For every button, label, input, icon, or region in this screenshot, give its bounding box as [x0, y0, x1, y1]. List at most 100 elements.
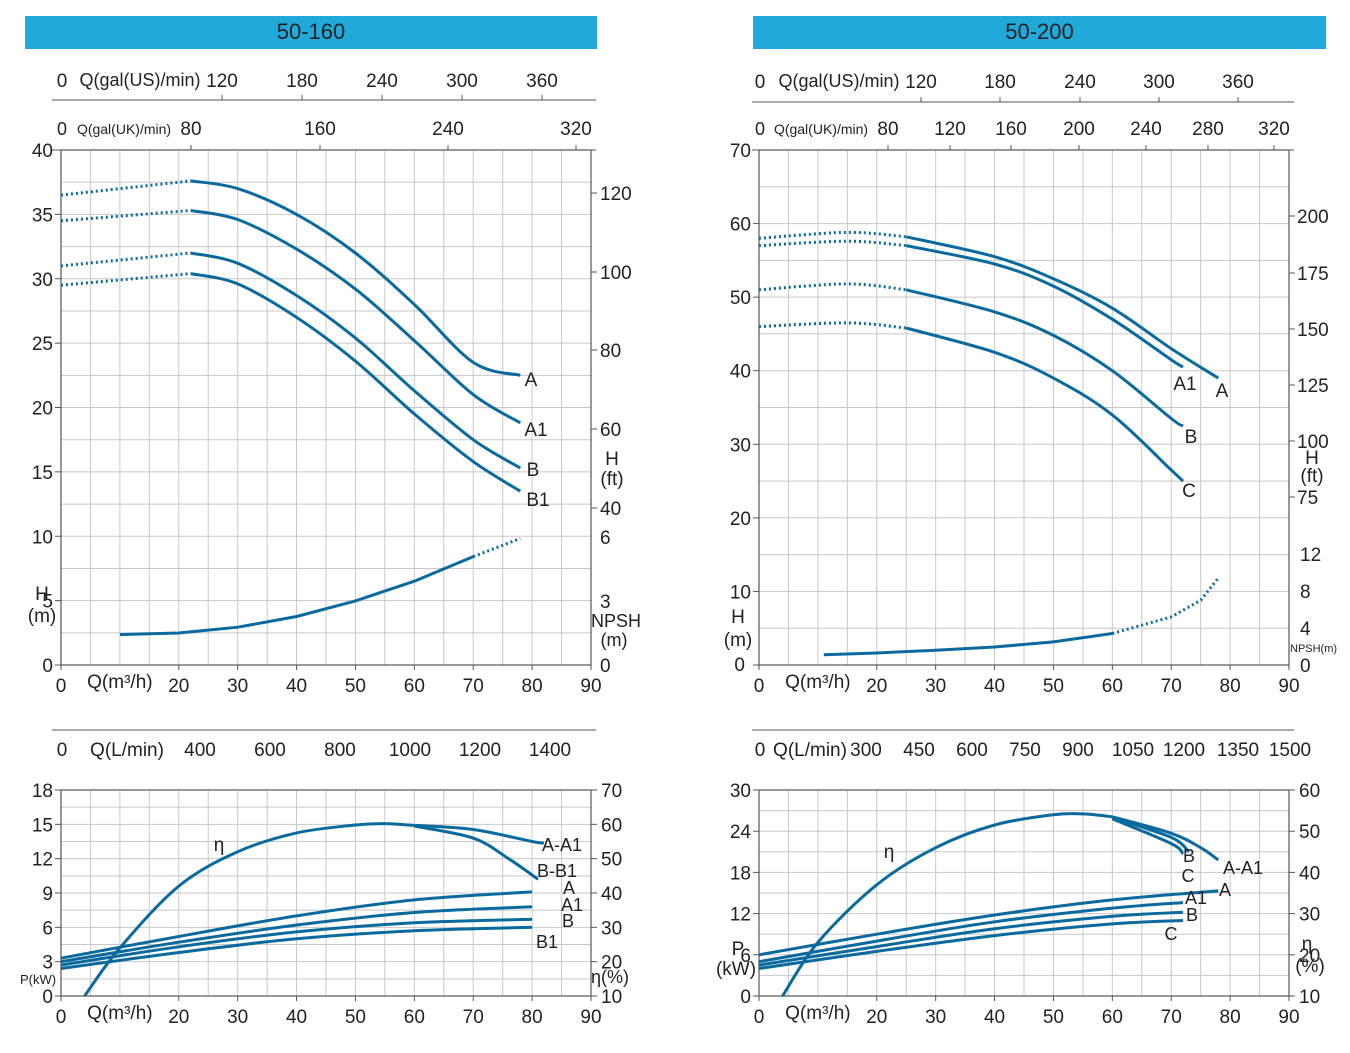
curve-dotted-segment [758, 321, 907, 330]
top-axis-tick: 0 [755, 119, 765, 139]
x-tick-label: 80 [522, 676, 543, 697]
curve-solid-segment [190, 209, 522, 425]
x-tick-label: 20 [168, 676, 189, 697]
top-axis-tick: 360 [1222, 72, 1254, 93]
y-left-axis: 0 6 12 18 24 30 P(kW) [716, 781, 759, 1008]
curve-dotted-segment [758, 239, 907, 248]
efficiency-curve-line [1111, 815, 1220, 862]
top-axis-tick: 1050 [1112, 740, 1154, 761]
y-tick-label: 18 [32, 781, 53, 802]
curve-label: A [1219, 880, 1231, 900]
y-tick-label: 18 [730, 863, 751, 884]
top-axis-tick: 240 [1130, 119, 1162, 140]
top-axis-tick: 0 [755, 72, 766, 93]
x-tick-label: 70 [1161, 1007, 1182, 1028]
y-tick-label: 20 [32, 399, 53, 420]
power-curve-line [60, 890, 533, 960]
top-axis-tick: 300 [850, 740, 882, 761]
y-right-tick-label: 40 [600, 499, 621, 520]
curve-solid-segment [905, 235, 1220, 380]
x-tick-label: 70 [463, 1007, 484, 1028]
y-right-tick-label: 40 [601, 884, 622, 905]
top-axis-tick: 280 [1192, 119, 1224, 140]
x-axis-ticks: 0 20 30 40 50 60 70 80 90 Q(m³/h) [754, 665, 1300, 697]
top-axis-tick: 0 [755, 740, 766, 761]
y-right-tick-label: 100 [1297, 432, 1329, 453]
power-curve-B: B [758, 905, 1198, 967]
curve-dotted-segment [758, 282, 907, 292]
top-axis-tick: 120 [934, 119, 966, 140]
top-axis-label: Q(gal(UK)/min) [77, 121, 171, 137]
power-curve-line [758, 889, 1219, 957]
y-right-tick-label: 80 [600, 341, 621, 362]
curve-solid-segment [905, 326, 1185, 483]
x-tick-label: 80 [522, 1007, 543, 1028]
power-curve-A: A [758, 880, 1231, 957]
x-tick-label: 60 [404, 676, 425, 697]
curve-label: B [1185, 427, 1198, 448]
y-right-tick-label: 10 [601, 987, 622, 1008]
y-tick-label: 10 [730, 582, 751, 603]
curve-label: A [525, 370, 538, 391]
y-left-axis-label: (m) [28, 606, 56, 627]
x-tick-label: 40 [984, 1007, 1005, 1028]
plot-grid [60, 149, 592, 666]
y-tick-label: 0 [740, 987, 751, 1008]
top-axis-tick: 1350 [1217, 740, 1259, 761]
efficiency-curve-line [83, 822, 415, 997]
x-tick-label: 0 [754, 676, 765, 697]
curve-label: η [884, 842, 895, 863]
curve-dotted-segment [60, 209, 191, 223]
x-tick-label: 50 [1043, 1007, 1064, 1028]
top-axis-tick: 200 [1063, 119, 1095, 140]
top-axis-tick: 1200 [1163, 740, 1205, 761]
top-axis-label: Q(gal(US)/min) [778, 71, 899, 91]
y-tick-label: 30 [730, 435, 751, 456]
y-left-axis: 0 3 6 9 12 15 18 P(kW) [20, 781, 61, 1008]
npsh-curve [119, 537, 521, 637]
top-axis-tick: 180 [286, 71, 318, 92]
top-axis-tick: 240 [366, 71, 398, 92]
efficiency-curve-eta: η [781, 812, 1113, 997]
y-left-axis-label: P(kW) [20, 972, 56, 987]
head-curve-A: A [60, 179, 538, 391]
x-tick-label: 0 [56, 676, 67, 697]
curve-label: C [1182, 481, 1196, 502]
y-right-tick-label: 60 [1299, 781, 1320, 802]
power-curve-line [758, 919, 1184, 970]
plot-grid [758, 149, 1290, 666]
y-left-axis: 10 20 30 40 50 60 70 0 H(m) [724, 141, 759, 676]
npsh-curve-segment [119, 555, 474, 637]
y-tick-label: 6 [740, 946, 751, 967]
npsh-tick-label: 0 [1300, 656, 1311, 677]
x-tick-label: 40 [286, 676, 307, 697]
top-axis-tick: 750 [1009, 740, 1041, 761]
x-tick-label: 50 [1043, 676, 1064, 697]
efficiency-curve-line [413, 824, 539, 881]
top-axis-tick: 240 [432, 119, 464, 140]
y-left-axis-label: H [35, 584, 49, 605]
efficiency-curve-C: C [1111, 817, 1195, 886]
top-axis-tick: 0 [57, 740, 68, 761]
curve-solid-segment [190, 179, 521, 377]
y-tick-label: 24 [730, 822, 752, 843]
top-axis-tick: 0 [57, 71, 68, 92]
top-axis-label: Q(gal(UK)/min) [774, 121, 868, 137]
y-tick-label: 15 [32, 815, 53, 836]
top-axis-label: Q(gal(US)/min) [79, 70, 200, 90]
y-right-tick-label: 125 [1297, 376, 1329, 397]
efficiency-curve-B: B [1111, 816, 1195, 866]
y-right-axis-label: η [1302, 934, 1313, 955]
curve-dotted-segment [60, 272, 191, 287]
npsh-curve-segment [1111, 577, 1220, 635]
top-axis-tick: 1400 [529, 740, 571, 761]
top-axis-tick: 80 [877, 119, 898, 140]
x-tick-label: 80 [1220, 1007, 1241, 1028]
top-axis-label: Q(L/min) [773, 740, 847, 761]
y-right-axis-label: H [605, 449, 619, 470]
x-tick-label: 60 [404, 1007, 425, 1028]
npsh-curve [823, 577, 1220, 657]
top-axis-tick: 600 [956, 740, 988, 761]
curve-label: B-B1 [537, 861, 577, 881]
